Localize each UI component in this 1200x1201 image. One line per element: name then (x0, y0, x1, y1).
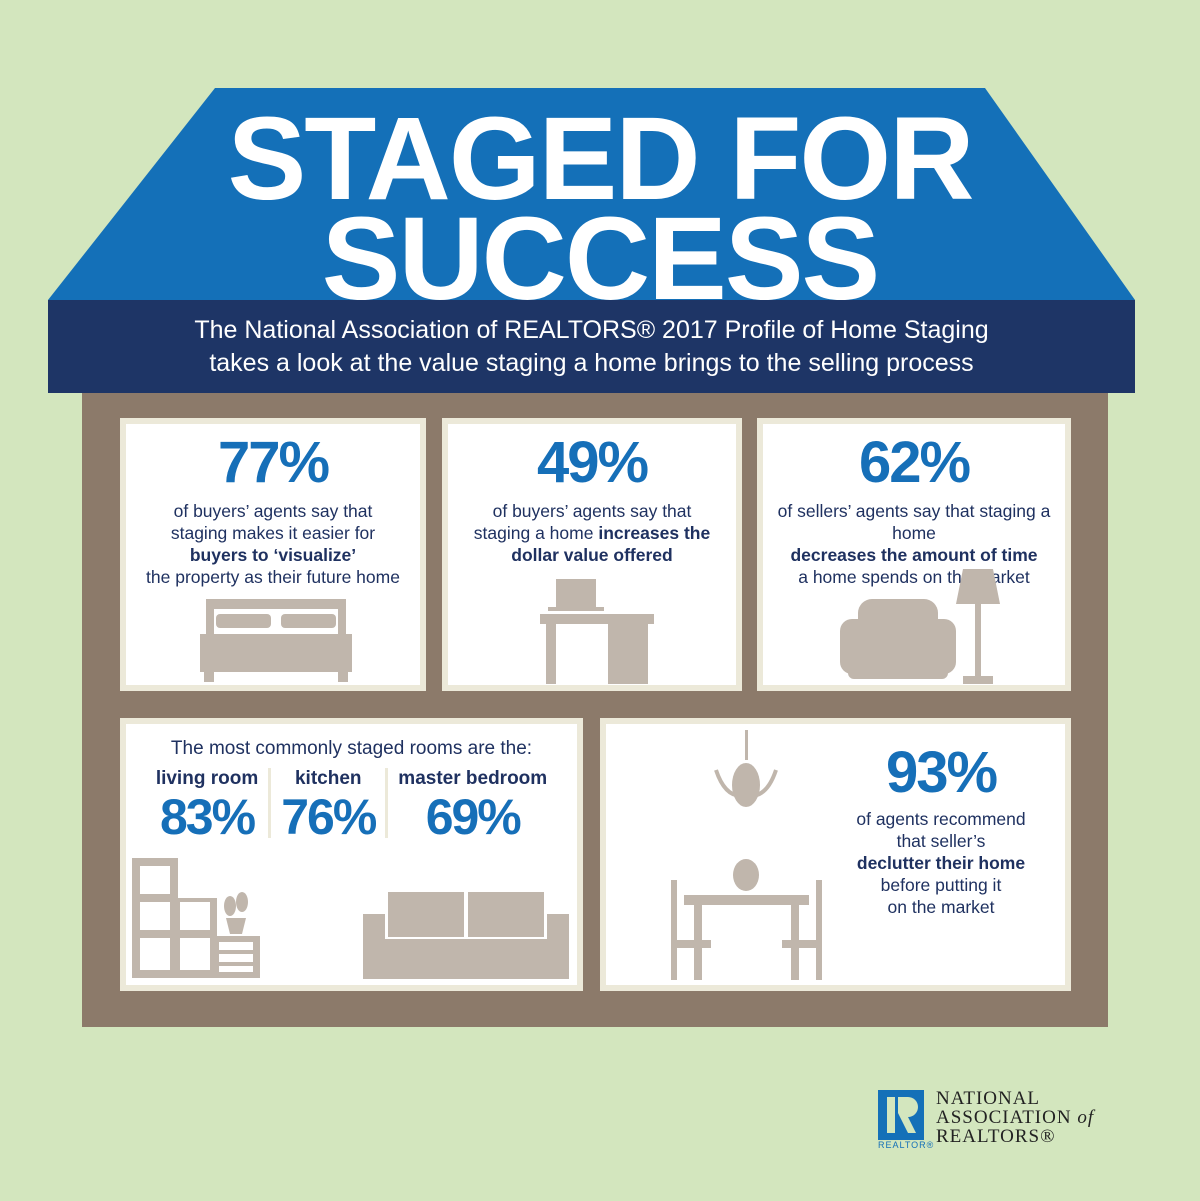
room-master-bedroom: master bedroom 69% (398, 768, 547, 845)
logo-line: ASSOCIATION (936, 1107, 1072, 1128)
stat-percent: 93% (885, 740, 998, 805)
room-label: living room (155, 768, 259, 789)
stat-line: that seller’s (896, 831, 986, 851)
armchair-lamp-icon (840, 569, 1000, 684)
room-percent: 76% (281, 789, 377, 845)
roof (48, 88, 1135, 300)
bed-icon (200, 599, 352, 682)
stat-text: of agents recommend that seller’s declut… (816, 808, 1066, 918)
title-line-1: STAGED FOR (227, 93, 975, 225)
stat-card-time: 62% of sellers’ agents say that staging … (757, 418, 1071, 691)
room-living-room: living room 83% (156, 768, 258, 845)
title-line-2: SUCCESS (321, 193, 880, 325)
subtitle-line-2: takes a look at the value staging a home… (209, 349, 974, 377)
stat-bold: decreases the amount of time (790, 545, 1038, 565)
stat-bold: declutter their home (856, 853, 1026, 873)
stat-percent: 49% (536, 430, 649, 495)
divider (268, 768, 272, 838)
room-label: kitchen (294, 768, 362, 789)
subtitle-banner: The National Association of REALTORS® 20… (48, 300, 1135, 393)
desk-icon (540, 579, 654, 684)
stat-text: of buyers’ agents say that staging makes… (126, 500, 420, 588)
nar-logo: REALTOR® (878, 1090, 933, 1157)
sofa-icon (363, 892, 569, 979)
stat-line: of sellers’ agents say that staging a ho… (777, 501, 1051, 543)
declutter-card: 93% of agents recommend that seller’s de… (600, 718, 1071, 991)
realtor-r-logo (878, 1090, 924, 1140)
stat-percent: 62% (858, 430, 971, 495)
logo-line: REALTORS® (936, 1126, 1056, 1147)
stat-text: of buyers’ agents say that staging a hom… (448, 500, 736, 566)
stat-text: of sellers’ agents say that staging a ho… (763, 500, 1065, 588)
stat-bold: dollar value offered (511, 545, 673, 565)
room-percent: 69% (425, 789, 522, 845)
room-percent: 83% (159, 789, 256, 845)
stat-line: of agents recommend (856, 809, 1026, 829)
stat-percent: 77% (217, 430, 330, 495)
nar-wordmark: NATIONAL ASSOCIATION of REALTORS® (936, 1089, 1094, 1146)
stat-line: the property as their future home (146, 567, 400, 587)
stat-line: of buyers’ agents say that (492, 501, 692, 521)
bookshelf-icon (132, 858, 260, 978)
chandelier-table-icon (671, 730, 822, 980)
declutter-text: 93% of agents recommend that seller’s de… (816, 744, 1066, 918)
stat-card-visualize: 77% of buyers’ agents say that staging m… (120, 418, 426, 691)
logo-of: of (1077, 1107, 1095, 1128)
stat-line: staging a home (473, 523, 599, 543)
stat-line: before putting it (880, 875, 1002, 895)
realtor-badge-text: REALTOR® (878, 1140, 935, 1150)
stat-bold: increases the (598, 523, 711, 543)
room-kitchen: kitchen 76% (281, 768, 377, 845)
stat-line: of buyers’ agents say that (173, 501, 373, 521)
rooms-heading: The most commonly staged rooms are the: (170, 738, 533, 759)
stat-line: staging makes it easier for (170, 523, 376, 543)
subtitle-line-1: The National Association of REALTORS® 20… (194, 316, 989, 344)
divider (385, 768, 389, 838)
stat-bold: buyers to ‘visualize’ (189, 545, 357, 565)
room-label: master bedroom (398, 768, 548, 789)
stat-line: on the market (887, 897, 995, 917)
rooms-list: living room 83% kitchen 76% master bedroom 69… (126, 768, 577, 845)
stat-card-value: 49% of buyers’ agents say that staging a… (442, 418, 742, 691)
staged-rooms-card: The most commonly staged rooms are the: … (120, 718, 583, 991)
logo-line: NATIONAL (936, 1088, 1041, 1109)
